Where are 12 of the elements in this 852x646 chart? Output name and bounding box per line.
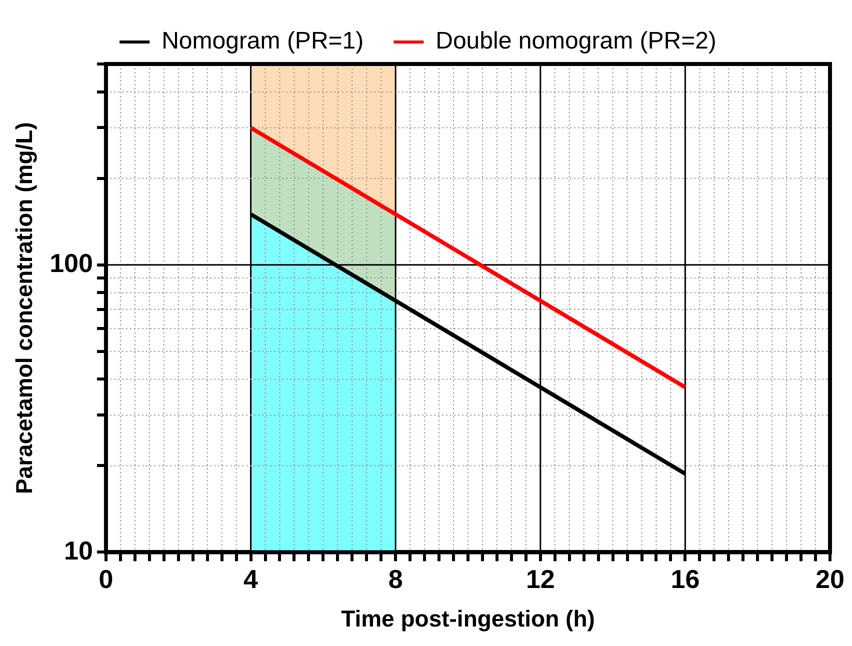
x-tick-label: 8 [388,564,403,594]
x-tick-label: 4 [244,564,259,594]
legend-label: Nomogram (PR=1) [162,28,364,55]
x-tick-label: 0 [98,564,114,594]
y-axis-title: Paracetamol concentration (mg/L) [11,122,38,494]
x-tick-label: 20 [816,564,844,594]
x-tick-label: 12 [526,564,555,594]
y-tick-label: 10 [64,535,93,566]
x-axis-title: Time post-ingestion (h) [341,606,595,632]
legend-label: Double nomogram (PR=2) [436,28,716,55]
y-tick-label: 100 [50,248,93,278]
x-tick-label: 16 [670,564,700,594]
